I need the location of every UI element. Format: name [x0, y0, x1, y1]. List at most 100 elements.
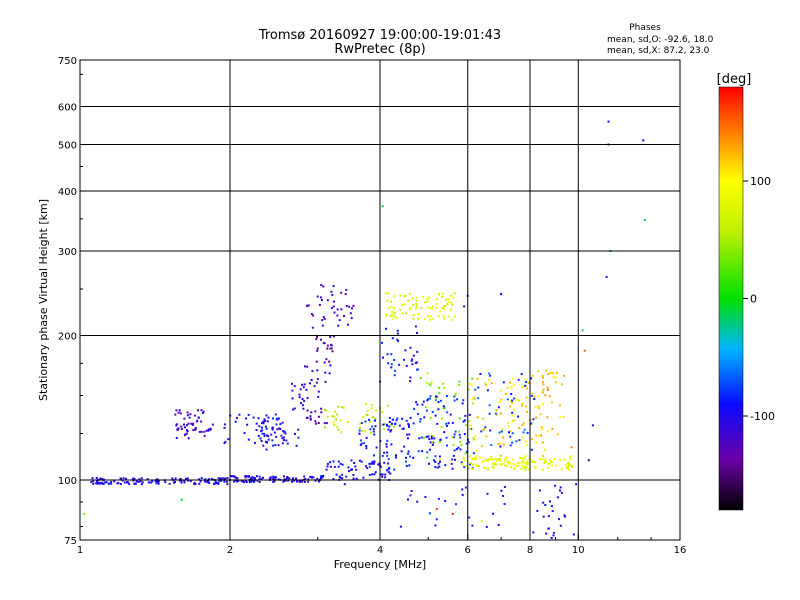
data-point [354, 465, 357, 468]
data-point [490, 455, 492, 458]
data-point [530, 422, 533, 425]
data-point [266, 420, 269, 423]
data-point [428, 319, 431, 321]
data-point [431, 307, 434, 310]
data-point [570, 455, 573, 458]
data-point [218, 479, 221, 482]
data-point [542, 388, 545, 391]
data-point [187, 422, 190, 425]
data-point [371, 460, 374, 463]
data-point [316, 335, 318, 338]
data-point [193, 482, 196, 485]
data-point [345, 475, 348, 478]
data-point [303, 475, 306, 478]
data-point [545, 369, 548, 372]
data-point [223, 423, 226, 426]
data-point [531, 438, 533, 441]
data-point [180, 498, 183, 501]
data-point [525, 465, 528, 468]
data-point [522, 422, 525, 425]
data-point [500, 489, 503, 492]
data-point [542, 515, 545, 518]
data-point [605, 275, 608, 278]
data-point [243, 432, 246, 435]
data-point [194, 427, 197, 430]
data-point [499, 457, 502, 460]
data-point [567, 462, 570, 465]
data-point [259, 437, 262, 440]
data-point [513, 419, 516, 422]
data-point [556, 496, 559, 499]
data-point [178, 409, 181, 412]
data-point [432, 305, 435, 308]
data-point [423, 416, 426, 419]
stats-line-o: mean, sd,O: -92.6, 18.0 [607, 35, 714, 45]
data-point [272, 477, 275, 480]
data-point [409, 308, 412, 311]
data-point [497, 442, 500, 445]
data-point [491, 466, 494, 469]
data-point [438, 455, 441, 458]
data-point [438, 458, 441, 461]
data-point [273, 431, 276, 434]
data-point [339, 476, 342, 479]
data-point [261, 422, 263, 425]
data-point [413, 407, 416, 410]
data-point [255, 429, 258, 431]
data-point [538, 489, 541, 492]
data-point [542, 501, 545, 504]
data-point [565, 466, 568, 469]
data-point [409, 494, 412, 497]
data-point [311, 370, 314, 373]
data-point [240, 479, 243, 482]
data-point [340, 406, 343, 409]
data-point [368, 462, 371, 465]
data-point [444, 305, 447, 307]
data-point [185, 477, 187, 480]
data-point [536, 509, 539, 512]
x-axis-label: Frequency [MHz] [334, 558, 426, 571]
data-point [207, 429, 210, 432]
data-point [387, 292, 390, 295]
data-point [365, 413, 368, 416]
data-point [434, 398, 437, 401]
data-point [341, 477, 344, 480]
data-point [364, 430, 367, 433]
data-point [521, 424, 524, 427]
data-point [523, 385, 525, 388]
data-point [244, 479, 247, 482]
data-point [547, 466, 550, 469]
data-point [442, 382, 445, 385]
data-point [235, 477, 238, 480]
data-point [256, 479, 259, 482]
data-point [401, 428, 404, 430]
data-point [329, 465, 332, 468]
data-point [469, 463, 471, 466]
data-point [277, 417, 280, 420]
y-tick-label: 75 [64, 536, 77, 547]
data-point [291, 397, 294, 400]
data-point [369, 431, 372, 434]
data-point [516, 398, 519, 401]
data-point [483, 428, 486, 431]
data-point [429, 307, 432, 309]
data-point [309, 382, 311, 385]
data-point [482, 417, 485, 420]
x-tick-label: 8 [527, 545, 533, 556]
data-point [386, 353, 389, 356]
data-point [473, 397, 476, 400]
data-point [518, 439, 521, 442]
data-point [275, 423, 278, 426]
data-point [503, 503, 506, 505]
data-point [567, 466, 569, 469]
data-point [469, 455, 471, 458]
data-point [243, 481, 245, 484]
data-point [407, 424, 410, 427]
data-point [405, 456, 407, 459]
data-point [469, 428, 472, 431]
data-point [587, 459, 590, 462]
data-point [101, 481, 104, 484]
data-point [331, 293, 334, 296]
data-point [96, 481, 99, 484]
data-point [403, 445, 406, 448]
